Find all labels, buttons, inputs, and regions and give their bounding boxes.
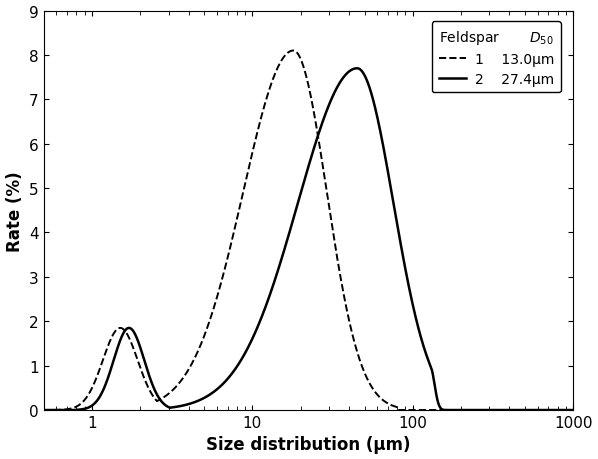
- X-axis label: Size distribution (μm): Size distribution (μm): [206, 436, 411, 453]
- Legend: 1    13.0μm, 2    27.4μm: 1 13.0μm, 2 27.4μm: [432, 22, 561, 93]
- Y-axis label: Rate (%): Rate (%): [5, 171, 23, 251]
